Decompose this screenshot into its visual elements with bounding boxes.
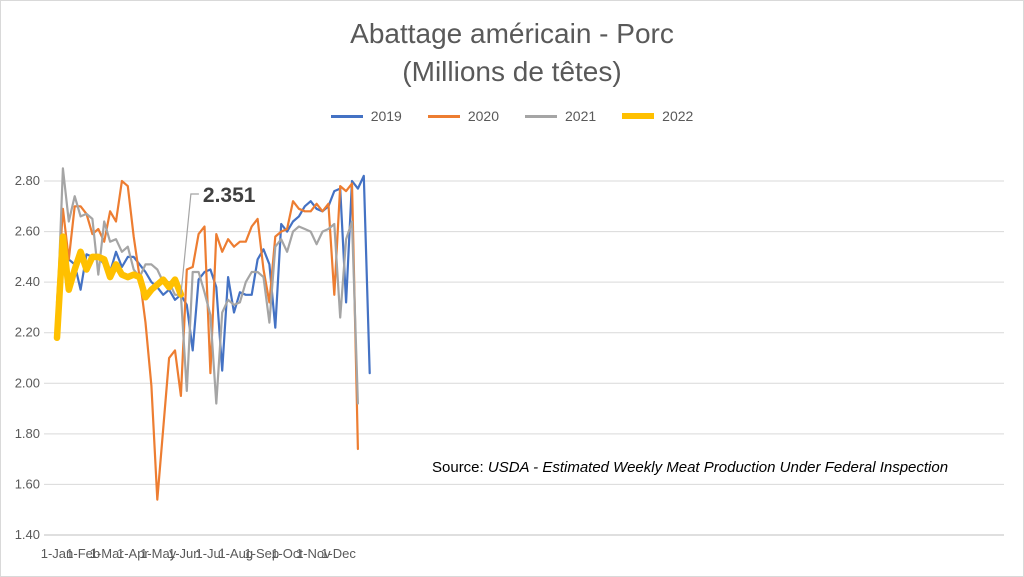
y-tick-label: 2.40 xyxy=(15,274,40,289)
legend-label-2021: 2021 xyxy=(565,108,597,124)
x-axis-ticks: 1-Jan1-Feb1-Mar1-Apr1-May1-Jun1-Jul1-Aug… xyxy=(41,546,357,561)
legend-label-2019: 2019 xyxy=(370,108,402,124)
y-tick-label: 2.00 xyxy=(15,375,40,390)
annotation-leader xyxy=(180,193,199,295)
legend-item-2020: 2020 xyxy=(427,108,499,124)
x-tick-label: 1-Mar xyxy=(90,546,125,561)
chart-legend: 2019 2020 2021 2022 xyxy=(0,108,1024,124)
x-tick-label: 1-Nov xyxy=(296,546,331,561)
legend-swatch-2021 xyxy=(525,114,557,118)
legend-swatch-2022 xyxy=(622,113,655,119)
y-tick-label: 1.80 xyxy=(15,426,40,441)
legend-label-2022: 2022 xyxy=(662,108,694,124)
chart-title: Abattage américain - Porc xyxy=(350,18,674,49)
series-line-2022 xyxy=(53,233,185,342)
y-axis-ticks: 1.40 1.60 1.80 2.00 2.20 2.40 2.60 2.80 xyxy=(15,173,40,542)
legend-swatch-2020 xyxy=(427,114,460,118)
series-lines xyxy=(53,167,371,501)
x-tick-label: 1-May xyxy=(140,546,177,561)
y-tick-label: 1.40 xyxy=(15,527,40,542)
legend-item-2021: 2021 xyxy=(525,108,596,124)
x-tick-label: 1-Aug xyxy=(218,546,253,561)
legend-item-2019: 2019 xyxy=(330,108,402,124)
x-tick-label: 1-Jul xyxy=(195,546,223,561)
legend-item-2022: 2022 xyxy=(622,108,693,124)
x-tick-label: 1-Apr xyxy=(117,546,149,561)
y-tick-label: 2.60 xyxy=(15,224,40,239)
y-tick-label: 1.60 xyxy=(15,476,40,491)
y-tick-label: 2.20 xyxy=(15,325,40,340)
x-tick-label: 1-Sep xyxy=(244,546,279,561)
series-line-2021 xyxy=(55,167,359,405)
annotation-label: 2.351 xyxy=(203,184,256,207)
x-tick-label: 1-Feb xyxy=(66,546,100,561)
y-tick-label: 2.80 xyxy=(15,173,40,188)
x-tick-label: 1-Jun xyxy=(168,546,201,561)
chart-subtitle: (Millions de têtes) xyxy=(402,56,622,87)
source-prefix: Source: xyxy=(432,459,488,476)
legend-swatch-2019 xyxy=(330,114,363,118)
x-tick-label: 1-Dec xyxy=(321,546,356,561)
x-tick-label: 1-Jan xyxy=(41,546,74,561)
x-tick-label: 1-Oct xyxy=(271,546,303,561)
source-text: USDA - Estimated Weekly Meat Production … xyxy=(487,459,949,476)
annotation-group: 2.351 xyxy=(180,184,256,295)
series-line-2020 xyxy=(55,179,359,501)
source-note: Source: USDA - Estimated Weekly Meat Pro… xyxy=(432,459,948,476)
legend-label-2020: 2020 xyxy=(467,108,499,124)
